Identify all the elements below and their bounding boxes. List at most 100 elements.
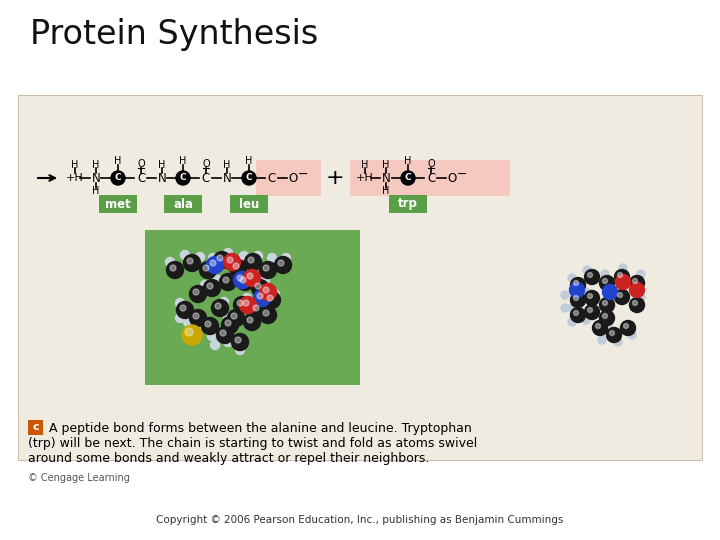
- Circle shape: [240, 277, 246, 283]
- Text: O: O: [202, 159, 210, 169]
- Circle shape: [618, 273, 623, 278]
- Circle shape: [237, 300, 243, 306]
- Text: O: O: [447, 172, 456, 185]
- Circle shape: [184, 254, 200, 272]
- Circle shape: [585, 305, 600, 320]
- Text: H: H: [71, 160, 78, 170]
- Circle shape: [217, 327, 233, 343]
- Circle shape: [582, 316, 590, 324]
- Text: C: C: [427, 172, 435, 185]
- Text: H: H: [114, 156, 122, 166]
- Bar: [350, 160, 510, 196]
- Bar: [256, 160, 321, 196]
- Circle shape: [259, 261, 276, 279]
- Text: +H: +H: [66, 173, 84, 183]
- Circle shape: [257, 293, 263, 299]
- Text: −: −: [298, 167, 308, 180]
- Bar: [389, 195, 427, 213]
- Text: C: C: [405, 173, 411, 183]
- Circle shape: [248, 257, 254, 263]
- Circle shape: [193, 313, 199, 319]
- Circle shape: [207, 332, 217, 341]
- Circle shape: [214, 275, 222, 285]
- Text: H: H: [92, 160, 99, 170]
- Circle shape: [243, 314, 261, 330]
- Circle shape: [223, 277, 229, 283]
- Circle shape: [282, 253, 290, 262]
- Text: ala: ala: [173, 198, 193, 211]
- Circle shape: [255, 283, 261, 289]
- Text: C: C: [114, 173, 121, 183]
- Text: +: +: [325, 168, 344, 188]
- Circle shape: [176, 171, 190, 185]
- Circle shape: [247, 273, 253, 279]
- Text: H: H: [382, 186, 390, 196]
- Circle shape: [614, 289, 629, 305]
- Circle shape: [588, 307, 593, 313]
- Circle shape: [210, 341, 220, 349]
- Circle shape: [205, 321, 211, 327]
- Text: H: H: [405, 156, 412, 166]
- Circle shape: [632, 300, 637, 306]
- Circle shape: [250, 301, 266, 319]
- Circle shape: [619, 264, 627, 272]
- Circle shape: [588, 273, 593, 278]
- Circle shape: [222, 316, 238, 334]
- Circle shape: [192, 322, 200, 332]
- Circle shape: [210, 260, 216, 266]
- Bar: [28, 420, 43, 435]
- Circle shape: [245, 253, 261, 271]
- Bar: [18, 95, 702, 460]
- Circle shape: [242, 171, 256, 185]
- Circle shape: [588, 294, 593, 299]
- Text: −: −: [456, 167, 467, 180]
- Circle shape: [629, 298, 644, 313]
- Text: A peptide bond forms between the alanine and leucine. Tryptophan: A peptide bond forms between the alanine…: [49, 422, 472, 435]
- Circle shape: [568, 318, 576, 326]
- Text: O: O: [427, 159, 435, 169]
- Circle shape: [614, 269, 629, 285]
- Circle shape: [228, 309, 245, 327]
- Circle shape: [570, 293, 585, 307]
- Circle shape: [217, 255, 223, 261]
- Circle shape: [180, 305, 186, 311]
- Circle shape: [181, 251, 189, 260]
- Circle shape: [235, 307, 245, 316]
- Circle shape: [629, 282, 644, 298]
- Bar: [99, 195, 137, 213]
- Circle shape: [632, 279, 637, 284]
- Circle shape: [274, 256, 292, 273]
- Text: C: C: [137, 172, 145, 185]
- Text: N: N: [382, 172, 390, 185]
- Circle shape: [215, 303, 221, 309]
- Circle shape: [170, 265, 176, 271]
- Circle shape: [207, 256, 223, 273]
- Circle shape: [261, 275, 269, 285]
- Circle shape: [176, 314, 184, 322]
- Text: O: O: [289, 172, 297, 185]
- Circle shape: [610, 330, 614, 335]
- Circle shape: [235, 337, 241, 343]
- Circle shape: [232, 334, 248, 350]
- Circle shape: [184, 318, 192, 327]
- Text: H: H: [179, 156, 186, 166]
- Circle shape: [568, 304, 576, 312]
- Text: met: met: [105, 198, 131, 211]
- Circle shape: [585, 291, 600, 306]
- Circle shape: [204, 280, 220, 296]
- Circle shape: [616, 274, 631, 289]
- Circle shape: [582, 288, 590, 296]
- Circle shape: [603, 285, 618, 300]
- Circle shape: [220, 298, 228, 307]
- Text: C: C: [202, 172, 210, 185]
- Text: H: H: [382, 160, 390, 170]
- Circle shape: [214, 252, 230, 268]
- Circle shape: [187, 258, 193, 264]
- Circle shape: [583, 266, 591, 274]
- Circle shape: [227, 257, 233, 263]
- Circle shape: [185, 328, 193, 336]
- Circle shape: [614, 338, 622, 346]
- Circle shape: [574, 280, 578, 286]
- Circle shape: [223, 248, 233, 258]
- Circle shape: [604, 322, 612, 330]
